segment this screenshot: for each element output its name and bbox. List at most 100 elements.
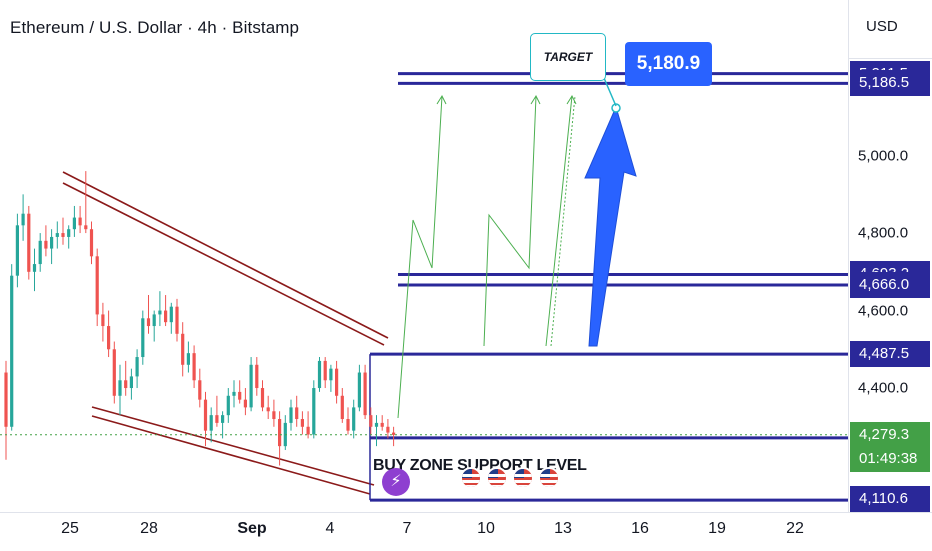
wedge-upper-line-2 xyxy=(62,182,385,346)
candle-body xyxy=(44,240,48,249)
target-annotation[interactable]: TARGET xyxy=(530,33,606,81)
price-level-label: 5,186.5 xyxy=(850,70,930,97)
candle-body xyxy=(21,213,25,226)
time-tick-label: 22 xyxy=(786,520,804,537)
candle-body xyxy=(50,236,54,249)
time-tick-label: 13 xyxy=(554,520,572,537)
candle-body xyxy=(107,326,111,350)
current-price-label: 4,279.3 xyxy=(850,421,930,448)
candle-body xyxy=(352,407,356,431)
price-tick-label: 4,600.0 xyxy=(858,302,909,320)
target-point xyxy=(611,103,621,113)
price-tick-label: 4,800.0 xyxy=(858,224,909,242)
candle-body xyxy=(67,229,71,237)
candle-body xyxy=(72,217,76,230)
candle-body xyxy=(221,415,225,423)
candle-body xyxy=(306,426,310,435)
candle-body xyxy=(181,333,185,365)
candle-body xyxy=(4,372,8,427)
candle-body xyxy=(238,391,242,400)
candle-body xyxy=(78,217,82,226)
time-axis[interactable] xyxy=(0,512,932,551)
us-flag-event-icon[interactable] xyxy=(512,467,534,489)
us-flag-event-icon[interactable] xyxy=(486,467,508,489)
projection-path-4 xyxy=(550,95,576,347)
candle-body xyxy=(232,391,236,396)
candle-body xyxy=(249,364,253,408)
currency-label[interactable]: USD xyxy=(866,18,898,35)
candle-body xyxy=(386,426,390,433)
candle-body xyxy=(346,419,350,431)
projection-path-3 xyxy=(545,95,573,347)
price-level-label: 4,666.0 xyxy=(850,271,930,298)
candle-body xyxy=(15,225,19,276)
price-levels xyxy=(369,72,848,502)
candle-body xyxy=(357,372,361,408)
us-flag-event-icon[interactable] xyxy=(460,467,482,489)
candle-body xyxy=(295,407,299,420)
candle-body xyxy=(392,432,396,435)
lightning-icon[interactable]: ⚡ xyxy=(382,468,410,496)
candle-body xyxy=(38,240,42,265)
wedge-lower-line-2 xyxy=(91,415,371,495)
target-price-callout[interactable]: 5,180.9 xyxy=(625,42,712,86)
candle-body xyxy=(32,264,37,272)
candle-body xyxy=(215,415,219,423)
wedge-lower-line-1 xyxy=(91,406,375,486)
candle-body xyxy=(118,380,122,396)
candle-body xyxy=(84,225,88,230)
candle-body xyxy=(89,229,94,257)
time-tick-label: 16 xyxy=(631,520,649,537)
candle-body xyxy=(27,213,31,272)
candle-body xyxy=(243,399,247,408)
candle-body xyxy=(198,380,202,400)
candle-body xyxy=(175,306,179,334)
buy-zone-label: BUY ZONE SUPPORT LEVEL xyxy=(373,457,587,474)
candle-body xyxy=(158,310,162,315)
target-arrow xyxy=(584,105,637,347)
projection-paths xyxy=(397,94,577,419)
candle-body xyxy=(340,395,344,420)
price-level-label: 4,110.6 xyxy=(850,486,930,512)
candle-body xyxy=(152,314,156,327)
candle-body xyxy=(129,376,133,389)
candle-body xyxy=(374,422,379,427)
candle-body xyxy=(169,306,173,323)
candle-body xyxy=(278,419,282,447)
projection-path-1 xyxy=(397,95,443,419)
candlesticks xyxy=(4,171,396,466)
candle-body xyxy=(112,349,116,396)
candle-body xyxy=(300,419,304,427)
time-tick-label: 10 xyxy=(477,520,495,537)
candle-body xyxy=(55,233,59,237)
candle-body xyxy=(203,399,208,431)
candle-body xyxy=(289,407,293,423)
price-tick-label: 4,400.0 xyxy=(858,379,909,397)
candle-body xyxy=(329,368,333,381)
candle-body xyxy=(141,318,145,358)
candle-body xyxy=(260,388,265,408)
falling-wedge xyxy=(62,171,389,495)
projection-arrowhead-1 xyxy=(436,94,447,105)
candle-body xyxy=(335,368,339,396)
candle-body xyxy=(209,415,213,431)
candle-body xyxy=(192,353,196,381)
candle-body xyxy=(186,353,190,365)
price-tick-label: 5,000.0 xyxy=(858,147,909,165)
candle-body xyxy=(135,357,139,377)
time-tick-label: 28 xyxy=(140,520,158,537)
candle-body xyxy=(61,233,65,237)
time-tick-label: Sep xyxy=(237,520,267,537)
chart-area[interactable]: Ethereum / U.S. Dollar · 4h · Bitstamp T… xyxy=(0,0,848,512)
candle-countdown: 01:49:38 xyxy=(850,445,930,472)
time-tick-label: 4 xyxy=(325,520,335,537)
candle-body xyxy=(312,388,316,435)
us-flag-event-icon[interactable] xyxy=(538,467,560,489)
candle-body xyxy=(323,360,327,381)
candle-body xyxy=(226,395,230,416)
price-chart[interactable] xyxy=(0,0,848,512)
candle-body xyxy=(363,372,367,416)
time-tick-label: 7 xyxy=(402,520,412,537)
candle-body xyxy=(317,360,322,389)
chart-title: Ethereum / U.S. Dollar · 4h · Bitstamp xyxy=(10,18,300,37)
